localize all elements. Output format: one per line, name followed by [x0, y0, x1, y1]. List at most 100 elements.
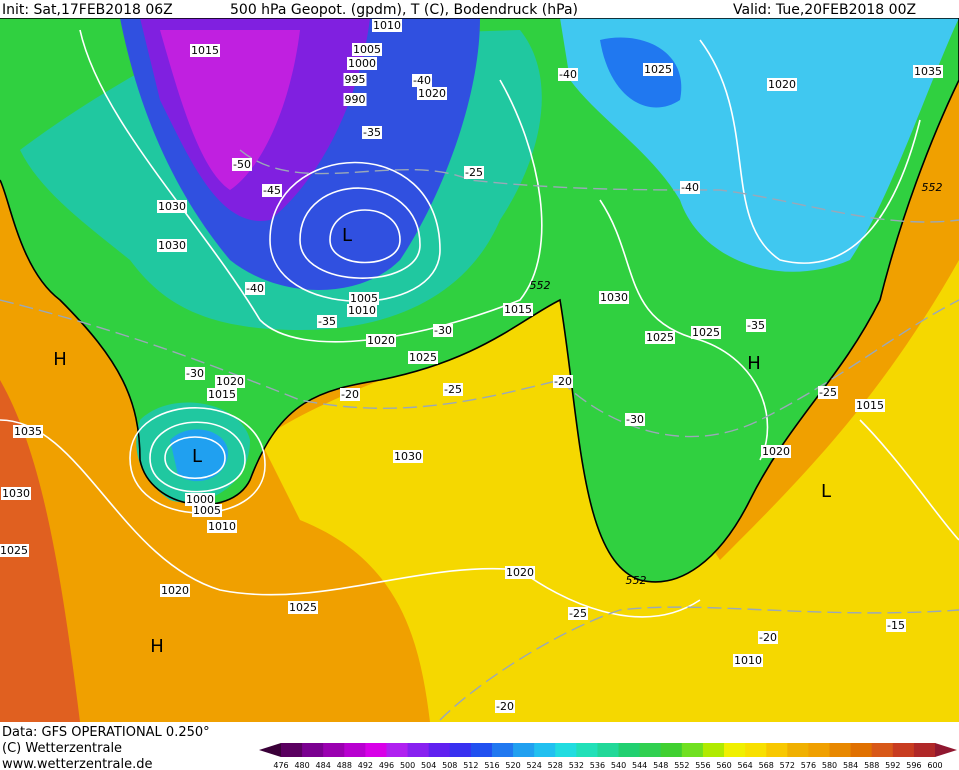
data-source: Data: GFS OPERATIONAL 0.250°	[2, 725, 210, 740]
temperature-label: -25	[819, 386, 837, 399]
isobar	[699, 39, 921, 264]
temperature-label: -35	[747, 319, 765, 332]
colorbar-box	[913, 743, 936, 757]
pressure-label-box	[1, 487, 31, 500]
colorbar-label: 528	[548, 761, 563, 770]
colorbar-box	[702, 743, 725, 757]
colorbar-box	[639, 743, 662, 757]
colorbar-label: 480	[294, 761, 309, 770]
colorbar-label: 584	[843, 761, 858, 770]
pressure-label-box	[691, 326, 721, 339]
colorbar-label: 572	[780, 761, 795, 770]
pressure-label: 1020	[768, 78, 796, 91]
colorbar-label: 536	[590, 761, 605, 770]
colorbar-box	[491, 743, 514, 757]
pressure-label-box	[13, 425, 43, 438]
temperature-label-box	[362, 126, 382, 139]
temperature-label: -25	[465, 166, 483, 179]
pressure-label: 1005	[353, 43, 381, 56]
temperature-label: -40	[559, 68, 577, 81]
pressure-center: H	[53, 349, 67, 370]
pressure-label-box	[505, 566, 535, 579]
pressure-label: 1025	[644, 63, 672, 76]
pressure-center: L	[192, 446, 202, 467]
pressure-label-box	[192, 504, 222, 517]
colorbar-box	[745, 743, 767, 757]
pressure-label: 1010	[734, 654, 762, 667]
pressure-label: 1030	[158, 200, 186, 213]
colorbar-label: 520	[505, 761, 520, 770]
pressure-label-box	[185, 493, 215, 506]
colorbar-box	[871, 743, 894, 757]
isotherm	[239, 149, 959, 223]
isotherm	[0, 299, 959, 438]
colorbar-label: 492	[358, 761, 373, 770]
colorbar-box	[302, 743, 324, 757]
geopotential-label: 552	[922, 181, 943, 194]
isobar	[79, 29, 543, 343]
pressure-label: 1030	[600, 291, 628, 304]
colorbar-arrow	[259, 743, 281, 757]
colorbar-label: 488	[337, 761, 352, 770]
website: www.wetterzentrale.de	[2, 757, 152, 770]
temperature-label: -40	[246, 282, 264, 295]
temperature-label-box	[680, 181, 700, 194]
pressure-label-box	[343, 93, 367, 106]
pressure-label: 1025	[289, 601, 317, 614]
pressure-label-box	[761, 445, 791, 458]
isobar	[0, 419, 701, 618]
colorbar-label: 532	[569, 761, 584, 770]
pressure-label-box	[645, 331, 675, 344]
temperature-label-box	[818, 386, 838, 399]
colorbar-label: 548	[653, 761, 668, 770]
pressure-label-box	[913, 65, 943, 78]
colorbar-label: 556	[695, 761, 710, 770]
colorbar: 476 480 484 488 492 496 500 504 508 512 516 520 524 5…	[259, 743, 957, 770]
pressure-label-box	[767, 78, 797, 91]
temperature-label: -20	[554, 375, 572, 388]
temperature-label-box	[245, 282, 265, 295]
colorbar-label: 592	[885, 761, 900, 770]
colorbar-box	[576, 743, 598, 757]
pressure-label-box	[417, 87, 447, 100]
pressure-label-box	[157, 239, 187, 252]
pressure-center: L	[342, 225, 352, 246]
colorbar-label: 580	[822, 761, 837, 770]
pressure-label: 1030	[394, 450, 422, 463]
temperature-label-box	[758, 631, 778, 644]
colorbar-label: 600	[927, 761, 942, 770]
isobar	[164, 436, 226, 479]
colorbar-box	[850, 743, 873, 757]
pressure-label-box	[599, 291, 629, 304]
temperature-label-box	[443, 383, 463, 396]
temperature-label: -30	[186, 367, 204, 380]
geopotential-552	[0, 17, 959, 583]
temperature-label-box	[558, 68, 578, 81]
isotherm	[439, 606, 959, 721]
pressure-label-box	[347, 57, 377, 70]
pressure-label-box	[366, 334, 396, 347]
colorbar-label: 560	[716, 761, 731, 770]
temperature-label: -30	[434, 324, 452, 337]
colorbar-box	[618, 743, 641, 757]
isobar	[329, 209, 401, 264]
pressure-label: 1005	[350, 292, 378, 305]
geopotential-label: 552	[626, 574, 647, 587]
temperature-label: -25	[444, 383, 462, 396]
temperature-label-box	[262, 184, 282, 197]
colorbar-box	[470, 743, 493, 757]
temperature-label-box	[553, 375, 573, 388]
temperature-label: -20	[341, 388, 359, 401]
temperature-label-box	[464, 166, 484, 179]
temperature-label: -40	[681, 181, 699, 194]
colorbar-label: 544	[632, 761, 647, 770]
colorbar-arrow	[935, 743, 957, 757]
map-title: 500 hPa Geopot. (gpdm), T (C), Bodendruc…	[230, 2, 578, 18]
pressure-label: 1010	[373, 19, 401, 32]
pressure-label: 1015	[191, 44, 219, 57]
temperature-label-box	[340, 388, 360, 401]
colorbar-label: 588	[864, 761, 879, 770]
map	[0, 17, 959, 722]
